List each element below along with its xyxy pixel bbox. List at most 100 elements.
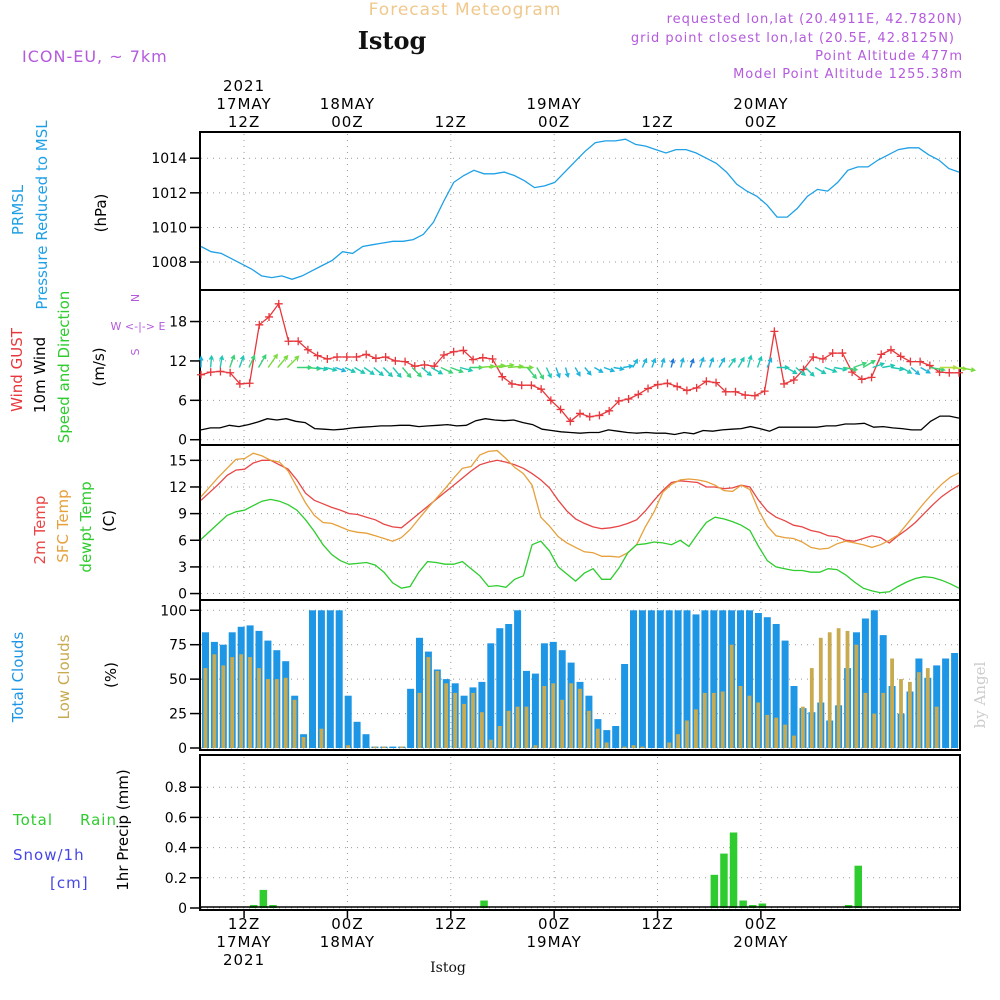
clouds-total-clouds-bar bbox=[942, 658, 950, 748]
clouds-low-clouds-bar bbox=[239, 654, 243, 748]
pressure-labels: PRMSL Pressure Reduced to MSL (hPa) bbox=[9, 120, 110, 310]
bottom-time-label: 12Z bbox=[435, 915, 467, 933]
clouds-low-clouds-bar bbox=[711, 692, 716, 748]
clouds-low-clouds-bar bbox=[818, 637, 823, 748]
clouds-total-clouds-bar bbox=[870, 610, 878, 748]
top-time-label: 12Z bbox=[641, 113, 673, 131]
clouds-low-clouds-bar bbox=[917, 672, 921, 748]
clouds-total-clouds-bar bbox=[621, 664, 629, 748]
temperature-dewpt-temp-line bbox=[200, 498, 960, 594]
clouds-low-clouds-bar bbox=[720, 691, 725, 748]
clouds-total-clouds-bar bbox=[326, 610, 334, 748]
panel-frames bbox=[199, 131, 961, 911]
clouds-total-clouds-bar bbox=[710, 610, 718, 748]
temperature-ytick-label: 12 bbox=[169, 480, 187, 496]
clouds-total-clouds-bar bbox=[951, 653, 959, 748]
clouds-low-clouds-bar bbox=[809, 668, 814, 748]
precip-ytick-label: 0.6 bbox=[165, 810, 187, 826]
clouds-low-clouds-bar bbox=[756, 702, 761, 748]
top-time-label: 00Z bbox=[538, 113, 570, 131]
clouds-total-clouds-bar bbox=[603, 730, 611, 748]
temp-unit: (C) bbox=[100, 510, 118, 532]
clouds-total-clouds-bar bbox=[656, 610, 664, 748]
clouds-total-clouds-bar bbox=[630, 610, 637, 748]
wind-direction-arrow bbox=[901, 366, 913, 374]
clouds-total-clouds-bar bbox=[763, 617, 771, 748]
wind-direction-arrow bbox=[660, 357, 666, 368]
wind-direction-arrow bbox=[219, 354, 225, 368]
precip-legend-snow: Snow/1h bbox=[13, 846, 85, 864]
clouds-low-clouds-bar bbox=[346, 745, 350, 748]
plot-layer bbox=[197, 138, 977, 908]
wind-direction-arrow bbox=[401, 367, 412, 379]
wind-direction-arrow bbox=[679, 357, 685, 368]
clouds-low-clouds-bar bbox=[480, 712, 484, 748]
wind-direction-arrow bbox=[517, 364, 535, 371]
gust-marker bbox=[731, 387, 740, 396]
precip-labels: Total Rain Snow/1h [cm] 1hr Precip (mm) bbox=[12, 769, 132, 892]
bottom-time-label: 00Z bbox=[745, 915, 777, 933]
watermark: by Angel bbox=[971, 661, 989, 728]
gust-marker bbox=[556, 405, 565, 414]
temperature-ytick-label: 3 bbox=[178, 560, 187, 576]
wind-direction-arrow bbox=[843, 366, 859, 372]
wind-direction-arrow bbox=[814, 366, 827, 375]
gust-marker bbox=[449, 347, 458, 356]
clouds-total-clouds-bar bbox=[754, 613, 762, 748]
pressure-ytick-label: 1010 bbox=[151, 220, 187, 236]
clouds-total-clouds-bar bbox=[531, 673, 539, 748]
bottom-time-label: 20MAY bbox=[733, 933, 788, 951]
clouds-low-clouds-bar bbox=[854, 644, 859, 748]
clouds-low-clouds-bar bbox=[435, 670, 440, 748]
model-altitude: Model Point Altitude 1255.38m bbox=[733, 67, 963, 82]
clouds-low-clouds-bar bbox=[319, 728, 324, 748]
precip-ytick-label: 0.2 bbox=[165, 871, 187, 887]
clouds-total-clouds-bar bbox=[647, 610, 655, 748]
clouds-low-clouds-bar bbox=[899, 679, 903, 748]
bottom-time-label: 00Z bbox=[331, 915, 363, 933]
temperature-ytick-label: 9 bbox=[178, 507, 187, 523]
gust-marker bbox=[818, 354, 827, 363]
gust-marker bbox=[265, 312, 274, 321]
wind-direction-arrow bbox=[450, 366, 464, 374]
precip-legend-cm: [cm] bbox=[50, 874, 89, 892]
wind-ylabel-gust: Wind GUST bbox=[8, 327, 26, 412]
top-time-label: 17MAY bbox=[216, 95, 271, 113]
gust-marker bbox=[255, 320, 264, 329]
wind-direction-arrow bbox=[689, 357, 695, 368]
wind-direction-arrow bbox=[267, 353, 278, 368]
wind-direction-arrow bbox=[555, 367, 561, 379]
gust-marker bbox=[235, 379, 244, 388]
gust-marker bbox=[673, 382, 682, 391]
temperature-labels: 2m Temp SFC Temp dewpt Temp (C) bbox=[31, 481, 118, 572]
top-time-label: 18MAY bbox=[320, 95, 375, 113]
wind-direction-arrow bbox=[363, 366, 375, 376]
gust-marker bbox=[916, 357, 925, 366]
wind-direction-arrow bbox=[920, 366, 931, 374]
clouds-low-clouds-bar bbox=[488, 739, 493, 748]
wind-ytick-label: 18 bbox=[169, 315, 187, 331]
clouds-low-clouds-bar bbox=[738, 686, 743, 748]
clouds-total-clouds-bar bbox=[674, 610, 682, 748]
gust-marker bbox=[789, 375, 798, 384]
clouds-total-clouds-bar bbox=[389, 746, 397, 748]
wind-ylabel-10m: 10m Wind bbox=[31, 337, 49, 413]
pressure-ytick-label: 1012 bbox=[151, 186, 187, 202]
clouds-total-clouds-bar bbox=[781, 640, 789, 748]
clouds-low-clouds-bar bbox=[747, 695, 752, 748]
wind-direction-arrow bbox=[411, 367, 423, 378]
wind-direction-arrow bbox=[208, 354, 214, 368]
clouds-low-clouds-bar bbox=[595, 728, 600, 748]
precip-legend-rain: Rain bbox=[80, 811, 117, 829]
gust-marker bbox=[624, 395, 633, 404]
precip-rain-bar bbox=[710, 874, 719, 908]
clouds-total-clouds-bar bbox=[746, 610, 753, 748]
temp-ylabel-sfc: SFC Temp bbox=[54, 489, 72, 562]
wind-direction-arrow bbox=[718, 357, 726, 368]
clouds-ytick-label: 100 bbox=[160, 603, 187, 619]
gust-marker bbox=[721, 387, 730, 396]
clouds-total-clouds-bar bbox=[362, 734, 370, 748]
clouds-total-clouds-bar bbox=[309, 610, 316, 748]
wind-direction-arrow bbox=[670, 357, 675, 368]
clouds-low-clouds-bar bbox=[631, 745, 636, 748]
